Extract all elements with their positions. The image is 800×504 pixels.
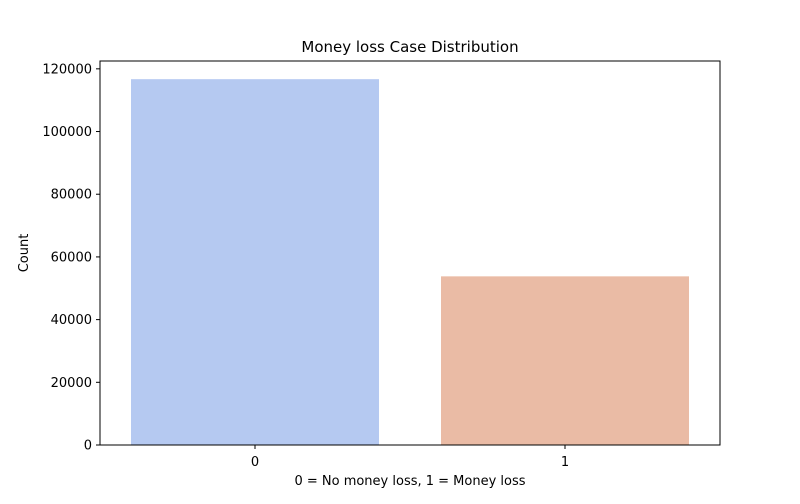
- y-tick-label: 0: [84, 439, 92, 454]
- y-axis-label: Count: [17, 234, 32, 273]
- x-tick-label: 0: [251, 455, 259, 470]
- plot-frame: [99, 60, 721, 446]
- x-axis-label: 0 = No money loss, 1 = Money loss: [294, 474, 525, 489]
- y-tick-label: 100000: [42, 125, 92, 140]
- y-tick-label: 60000: [51, 250, 92, 265]
- y-tick-label: 120000: [42, 62, 92, 77]
- bar-1: [441, 276, 689, 445]
- bar-0: [131, 79, 379, 446]
- y-tick-label: 80000: [51, 188, 92, 203]
- chart-title: Money loss Case Distribution: [301, 38, 518, 56]
- x-tick-label: 1: [561, 455, 569, 470]
- y-tick-label: 40000: [51, 313, 92, 328]
- y-tick-label: 20000: [51, 376, 92, 391]
- bars-layer: [131, 79, 689, 446]
- y-axis-ticks: 0 20000 40000 60000 80000 100000 120000: [42, 62, 100, 454]
